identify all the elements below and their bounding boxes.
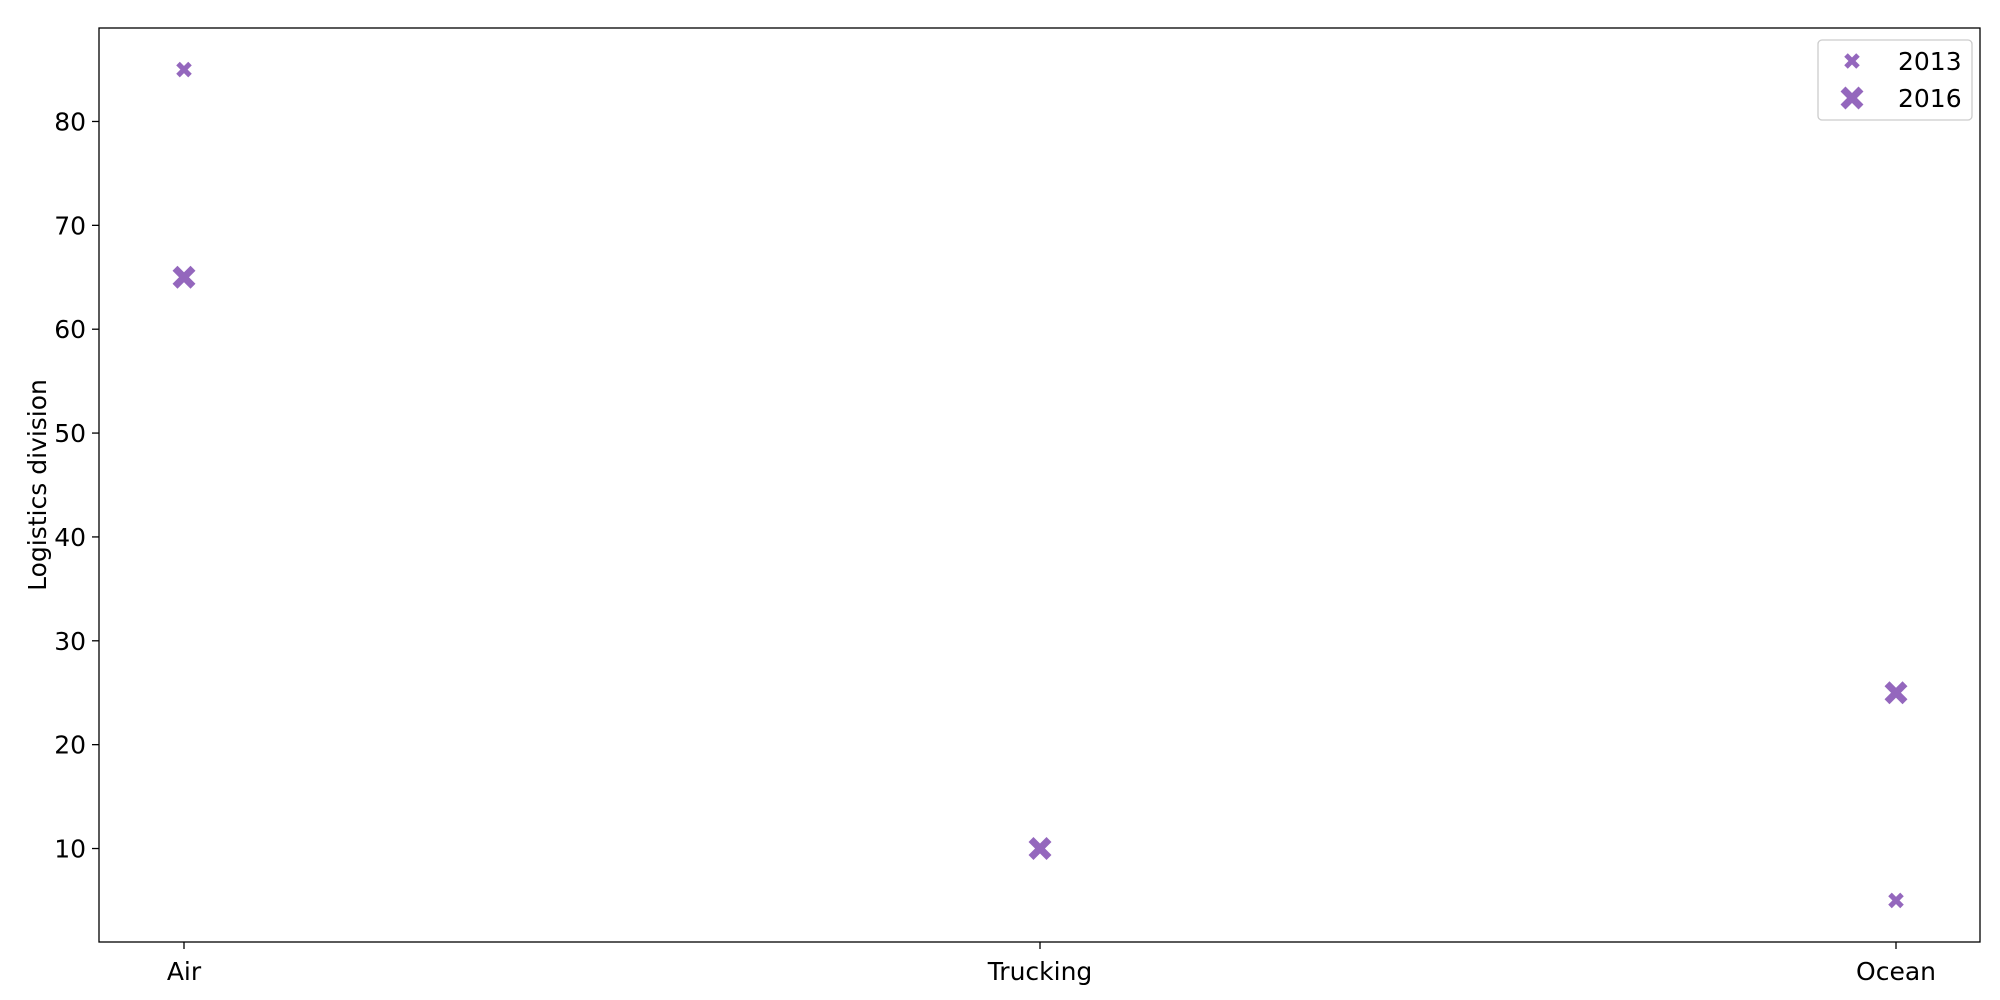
x-tick-label: Trucking bbox=[987, 957, 1093, 986]
point-2016-trucking bbox=[1028, 837, 1052, 860]
point-2013-air bbox=[176, 61, 192, 78]
point-2016-ocean bbox=[1884, 681, 1908, 705]
plot-area bbox=[98, 27, 1981, 943]
data-points bbox=[172, 61, 1908, 909]
y-tick-label: 40 bbox=[54, 523, 86, 552]
y-axis: 10 20 30 40 50 60 70 80 bbox=[54, 107, 99, 864]
point-2013-ocean bbox=[1888, 892, 1904, 909]
legend-marker-2016 bbox=[1840, 86, 1864, 110]
legend-label-2016: 2016 bbox=[1898, 84, 1962, 113]
x-tick-label: Ocean bbox=[1856, 957, 1936, 986]
x-tick-label: Air bbox=[167, 957, 202, 986]
y-tick-label: 70 bbox=[54, 211, 86, 240]
y-tick-label: 10 bbox=[54, 835, 86, 864]
x-axis: Air Trucking Ocean bbox=[167, 942, 1936, 986]
point-2016-air bbox=[172, 265, 196, 289]
legend-label-2013: 2013 bbox=[1898, 47, 1962, 76]
y-tick-label: 80 bbox=[54, 107, 86, 136]
y-tick-label: 50 bbox=[54, 419, 86, 448]
y-tick-label: 60 bbox=[54, 315, 86, 344]
legend-marker-2013 bbox=[1844, 53, 1860, 69]
y-axis-label: Logistics division bbox=[23, 379, 52, 591]
y-tick-label: 30 bbox=[54, 627, 86, 656]
y-tick-label: 20 bbox=[54, 731, 86, 760]
legend: 2013 2016 bbox=[1817, 39, 1973, 121]
